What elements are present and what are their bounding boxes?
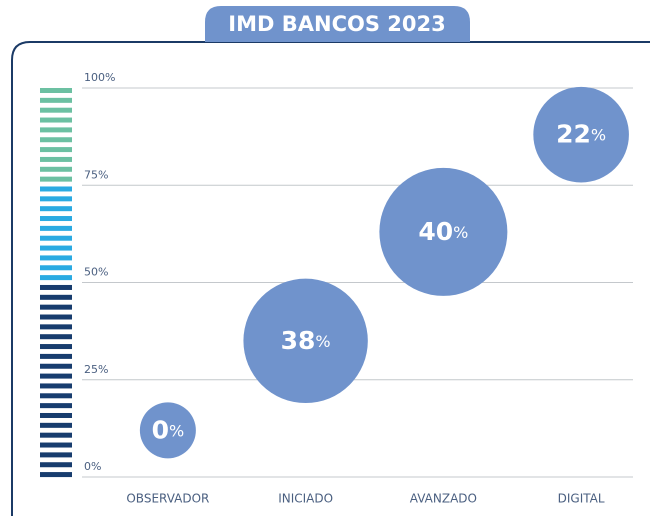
x-tick-label: AVANZADO [410,492,477,506]
stripe [40,442,72,448]
stripe [40,216,72,222]
bubble [379,167,508,296]
stripe [40,166,72,172]
stripe [40,324,72,330]
stripe [40,393,72,399]
stripe [40,314,72,320]
value-label: 0% [152,415,185,444]
stripe [40,196,72,202]
y-tick-label: 0% [84,460,101,473]
x-tick-label: OBSERVADOR [126,492,209,506]
title-tab [205,6,470,42]
stripe [40,462,72,468]
bubble [243,278,368,404]
stripe [40,472,72,478]
stripe [40,255,72,261]
stripe [40,334,72,340]
stripe [40,225,72,231]
stripe [40,88,72,93]
bubble [139,402,196,459]
value-label: 40% [418,217,468,246]
stripe [40,156,72,162]
y-tick-label: 50% [84,266,108,279]
value-label: 38% [281,326,331,355]
side-stripes [40,88,72,478]
panel-border [11,41,650,516]
y-tick-label: 25% [84,363,108,376]
stripe [40,265,72,271]
stripe [40,176,72,182]
stripe [40,137,72,143]
stripe [40,344,72,350]
x-tick-label: DIGITAL [558,492,605,506]
stripe [40,294,72,300]
stripe [40,383,72,389]
stripe [40,363,72,369]
stripe [40,432,72,438]
stripe [40,245,72,251]
stripe [40,353,72,359]
y-tick-label: 75% [84,168,108,181]
stripe [40,422,72,428]
stripe [40,452,72,458]
x-tick-label: INICIADO [278,492,333,506]
stripe [40,412,72,418]
stripe [40,186,72,192]
stripe [40,127,72,133]
bubble [533,86,629,183]
stripe [40,275,72,281]
stripe [40,107,72,113]
chart-title: IMD BANCOS 2023 [228,12,445,36]
stripe [40,235,72,241]
stripe [40,147,72,153]
stripe [40,97,72,103]
stripe [40,304,72,310]
stripe [40,284,72,290]
stripe [40,117,72,123]
stripe [40,403,72,409]
y-tick-label: 100% [84,71,115,84]
stripe [40,373,72,379]
value-label: 22% [556,120,606,149]
stripe [40,206,72,212]
